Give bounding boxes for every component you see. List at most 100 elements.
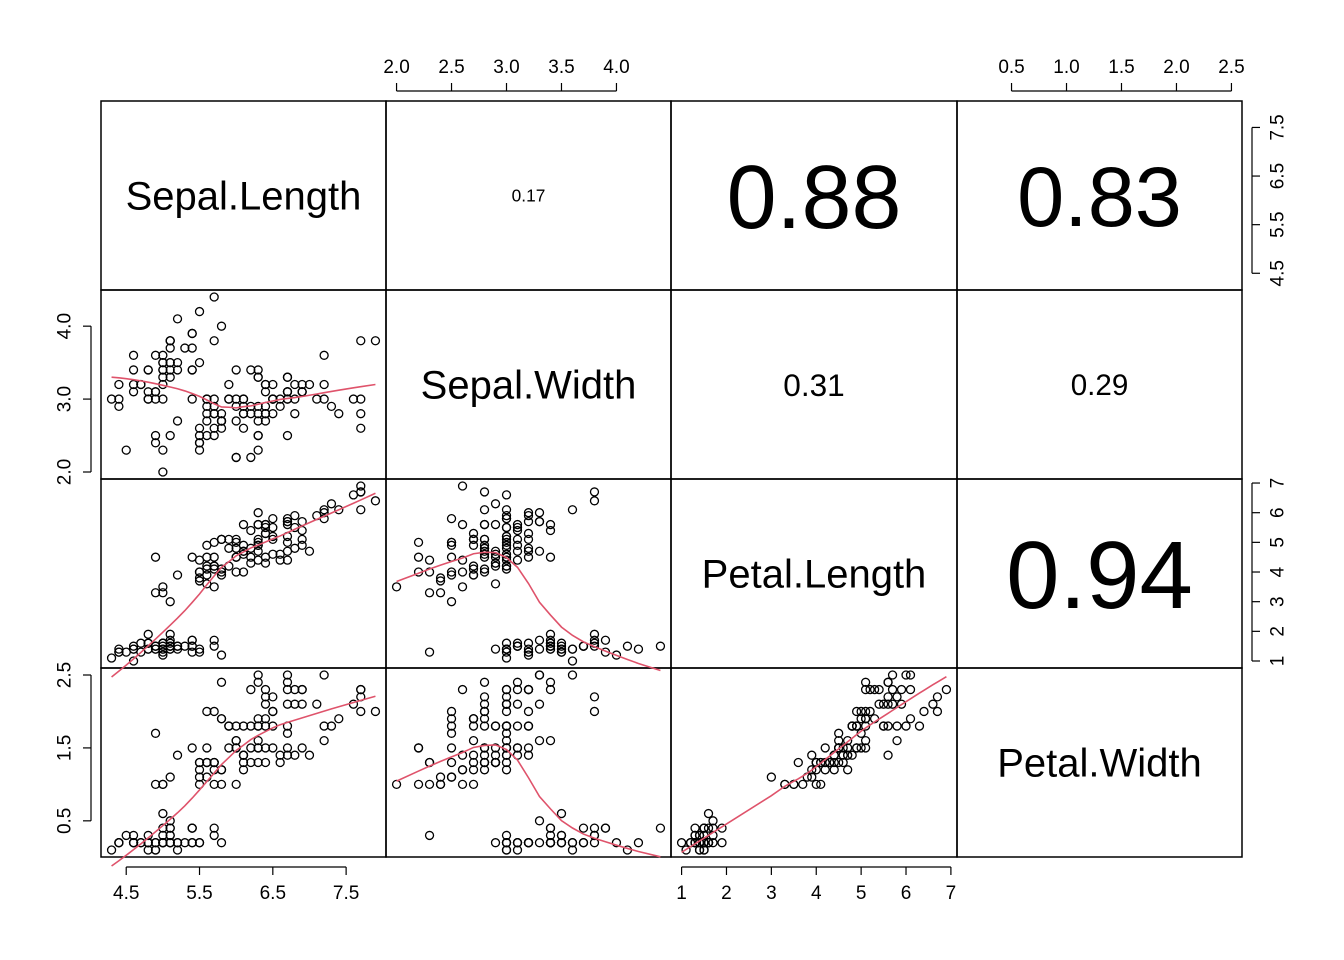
tick-label-left-petal-width-2: 2.5 bbox=[55, 662, 76, 688]
point-3-1-94 bbox=[468, 757, 479, 768]
point-3-2-134 bbox=[883, 750, 893, 760]
tick-label-bottom-petal-length-6: 7 bbox=[946, 883, 957, 904]
point-2-0-77 bbox=[282, 537, 293, 548]
point-1-0-34 bbox=[150, 387, 161, 397]
point-3-0-139 bbox=[297, 699, 307, 709]
point-3-2-90 bbox=[829, 765, 839, 775]
point-1-0-39 bbox=[165, 365, 175, 375]
diagonal-label-sepal-width: Sepal.Width bbox=[421, 364, 637, 408]
point-1-0-118 bbox=[356, 423, 366, 433]
point-1-0-90 bbox=[194, 423, 205, 433]
point-3-1-149 bbox=[501, 721, 512, 731]
point-1-0-27 bbox=[172, 357, 183, 368]
point-1-0-36 bbox=[194, 357, 205, 368]
point-3-1-44 bbox=[589, 823, 600, 833]
point-3-2-55 bbox=[834, 757, 844, 768]
point-2-0-107 bbox=[326, 499, 337, 509]
point-3-1-67 bbox=[468, 779, 479, 790]
point-3-2-100 bbox=[901, 670, 911, 680]
point-2-1-49 bbox=[534, 644, 545, 654]
point-3-0-43 bbox=[158, 808, 168, 819]
point-3-1-99 bbox=[479, 757, 490, 768]
point-3-0-135 bbox=[356, 684, 366, 695]
point-3-0-31 bbox=[187, 823, 197, 833]
point-3-2-97 bbox=[825, 757, 835, 768]
point-3-1-133 bbox=[479, 743, 490, 753]
smooth-lines bbox=[111, 376, 947, 867]
point-3-0-67 bbox=[216, 779, 227, 790]
point-1-0-102 bbox=[312, 394, 322, 404]
point-3-1-86 bbox=[512, 743, 523, 753]
panel-3-1 bbox=[385, 667, 672, 858]
point-2-1-80 bbox=[435, 573, 446, 583]
point-1-0-73 bbox=[238, 409, 249, 419]
point-2-0-35 bbox=[158, 650, 168, 660]
point-2-0-24 bbox=[143, 629, 153, 639]
point-2-0-15 bbox=[209, 641, 219, 651]
point-2-0-147 bbox=[268, 531, 278, 542]
point-3-1-146 bbox=[446, 714, 457, 724]
point-3-0-89 bbox=[194, 757, 205, 768]
point-2-1-54 bbox=[479, 549, 490, 559]
tick-label-right-petal-length-5: 6 bbox=[1268, 507, 1289, 518]
point-2-0-48 bbox=[180, 641, 190, 651]
point-2-1-23 bbox=[534, 635, 545, 645]
point-3-0-59 bbox=[172, 750, 183, 760]
point-1-0-59 bbox=[172, 416, 183, 426]
point-2-1-110 bbox=[523, 534, 534, 545]
tick-label-right-sepal-length-1: 5.5 bbox=[1268, 211, 1289, 237]
point-3-0-133 bbox=[253, 743, 263, 753]
point-2-1-50 bbox=[523, 546, 534, 556]
point-3-0-18 bbox=[209, 830, 219, 841]
point-3-2-137 bbox=[878, 721, 889, 731]
point-2-0-36 bbox=[194, 647, 205, 657]
point-1-0-119 bbox=[231, 452, 241, 463]
point-2-1-95 bbox=[501, 561, 512, 571]
point-2-1-70 bbox=[523, 543, 534, 553]
point-1-0-3 bbox=[128, 387, 139, 397]
point-3-2-105 bbox=[928, 699, 938, 709]
point-3-0-98 bbox=[165, 772, 175, 782]
point-3-1-112 bbox=[501, 699, 512, 709]
point-1-0-84 bbox=[187, 394, 197, 404]
point-1-0-15 bbox=[209, 292, 219, 302]
point-2-1-65 bbox=[512, 555, 523, 565]
point-3-1-129 bbox=[501, 735, 512, 746]
point-1-0-60 bbox=[158, 467, 168, 477]
point-1-0-49 bbox=[158, 372, 168, 382]
point-3-2-129 bbox=[892, 735, 902, 746]
correlation-0-3: 0.83 bbox=[1017, 149, 1182, 244]
point-2-0-135 bbox=[356, 505, 366, 515]
point-3-2-76 bbox=[847, 750, 857, 760]
tick-label-top-sepal-width-2: 3.0 bbox=[493, 57, 519, 78]
point-3-0-50 bbox=[304, 750, 315, 760]
point-3-0-130 bbox=[334, 714, 344, 724]
point-2-0-57 bbox=[150, 588, 161, 598]
point-2-0-89 bbox=[194, 567, 205, 577]
point-3-0-84 bbox=[187, 743, 197, 753]
point-3-2-119 bbox=[856, 743, 866, 753]
point-2-1-122 bbox=[479, 487, 490, 497]
point-2-0-96 bbox=[209, 561, 219, 571]
point-2-1-89 bbox=[446, 567, 457, 577]
point-3-1-140 bbox=[512, 677, 523, 687]
point-3-0-138 bbox=[231, 721, 241, 731]
point-3-1-80 bbox=[435, 772, 446, 782]
point-1-0-16 bbox=[187, 328, 197, 339]
tick-label-bottom-petal-length-5: 6 bbox=[901, 883, 912, 904]
point-2-1-143 bbox=[523, 511, 534, 521]
point-3-1-98 bbox=[446, 772, 457, 782]
point-3-0-124 bbox=[282, 699, 293, 709]
tick-label-top-petal-width-0: 0.5 bbox=[998, 57, 1024, 78]
point-3-2-32 bbox=[699, 845, 709, 855]
point-3-1-8 bbox=[490, 838, 501, 848]
point-3-0-100 bbox=[253, 670, 263, 680]
point-3-0-94 bbox=[202, 757, 212, 768]
point-2-1-38 bbox=[501, 647, 512, 657]
point-3-1-39 bbox=[545, 838, 556, 848]
point-1-0-112 bbox=[290, 394, 300, 404]
point-3-0-29 bbox=[136, 838, 146, 848]
point-2-0-33 bbox=[194, 644, 205, 654]
point-1-0-110 bbox=[268, 379, 278, 390]
point-1-0-64 bbox=[202, 401, 212, 412]
